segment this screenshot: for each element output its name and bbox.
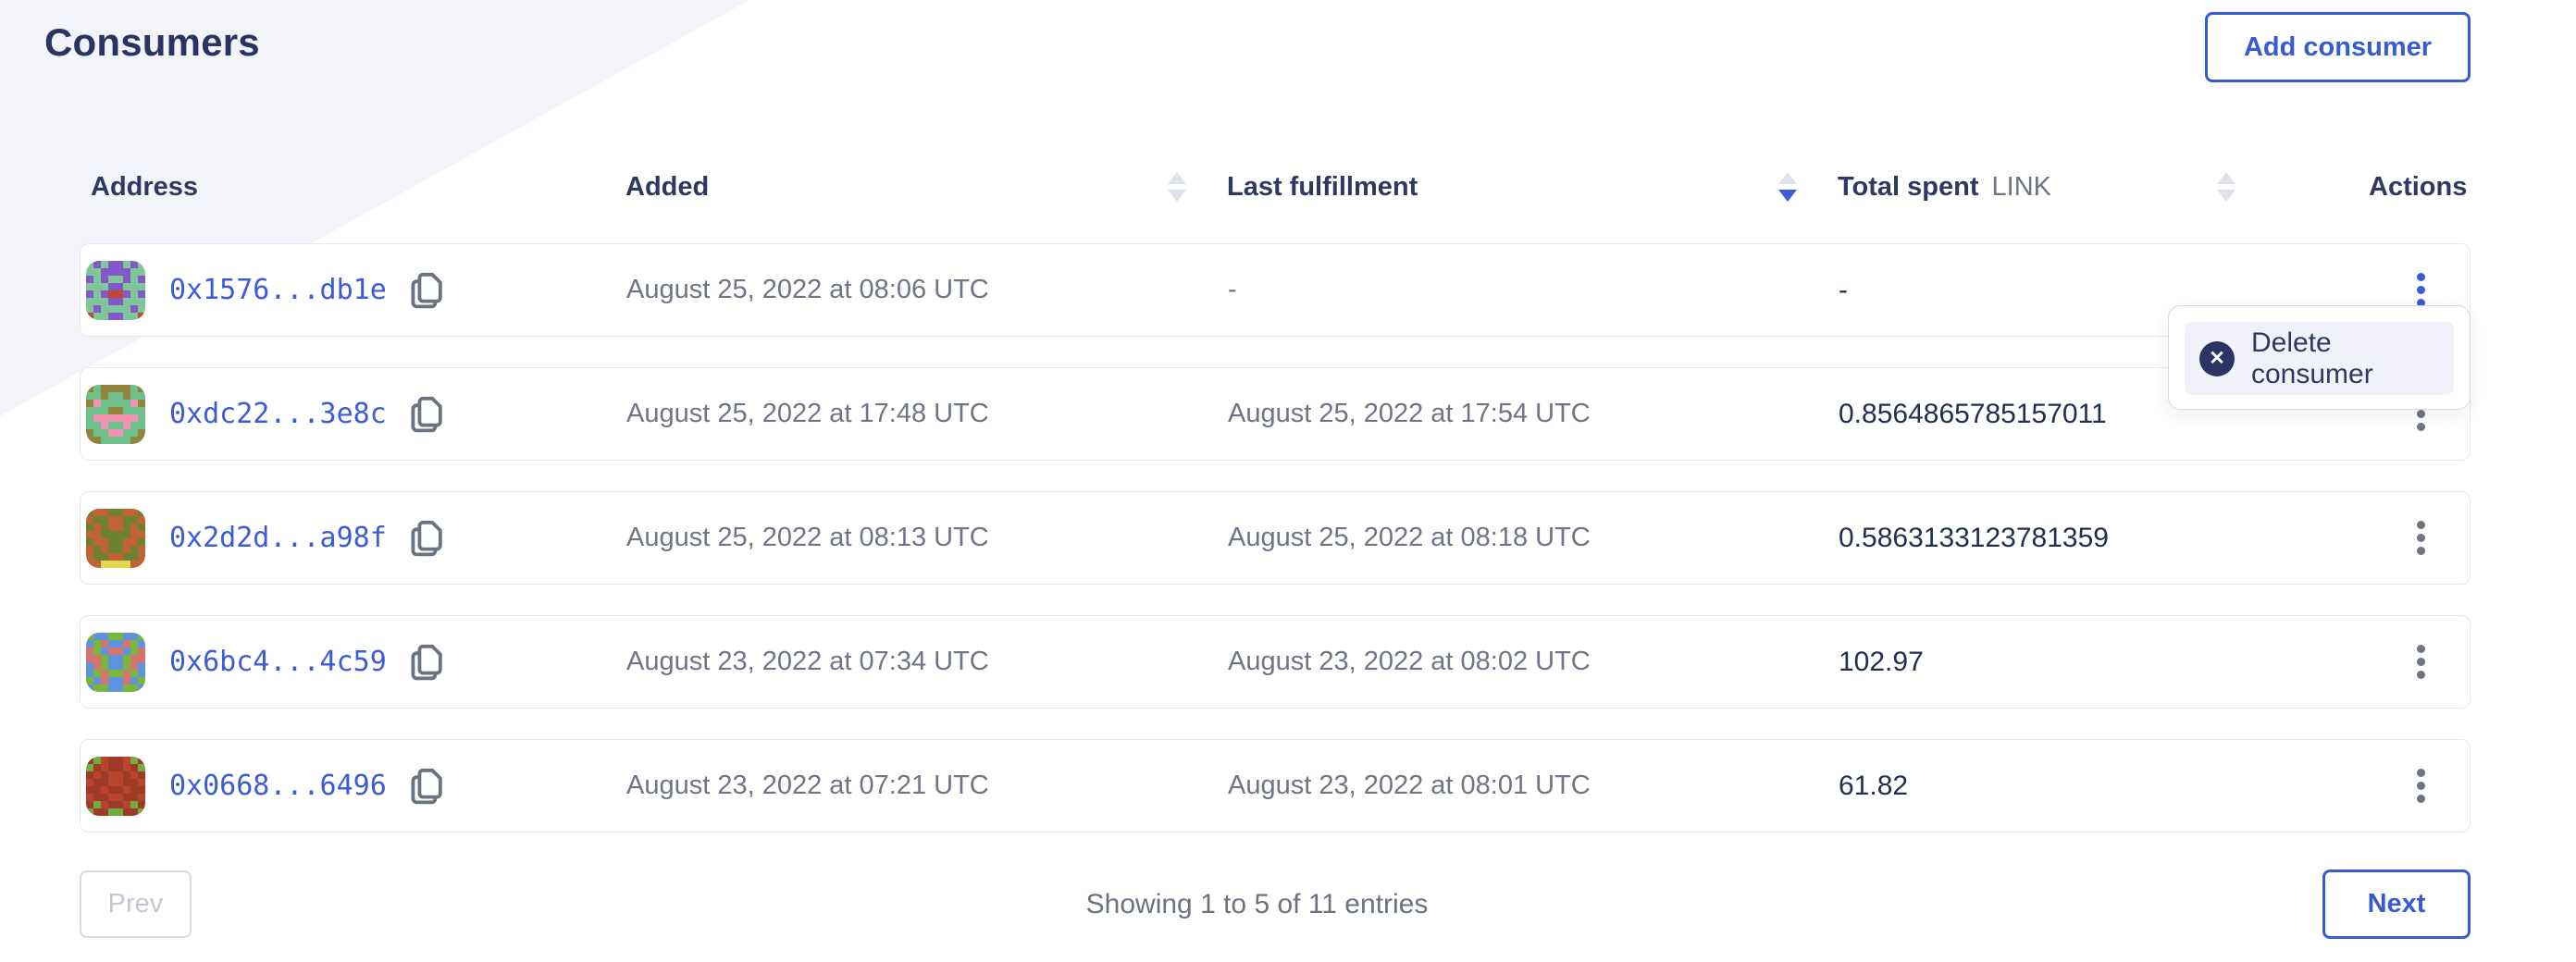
consumer-avatar [86, 508, 145, 568]
menu-item-delete-consumer[interactable]: ✕ Delete consumer [2185, 322, 2454, 395]
added-cell: August 25, 2022 at 08:13 UTC [626, 523, 989, 552]
consumer-avatar [86, 756, 145, 816]
row-actions-kebab-icon[interactable] [2400, 264, 2442, 316]
last-fulfillment-cell: August 23, 2022 at 08:02 UTC [1228, 647, 1591, 676]
copy-address-icon[interactable] [407, 393, 448, 436]
last-fulfillment-cell: August 25, 2022 at 17:54 UTC [1228, 399, 1591, 428]
table-row: 0x0668...6496 August 23, 2022 at 07:21 U… [80, 739, 2471, 832]
row-actions-context-menu: ✕ Delete consumer [2168, 305, 2471, 410]
row-actions-kebab-icon[interactable] [2400, 759, 2442, 812]
add-consumer-button[interactable]: Add consumer [2205, 12, 2471, 82]
column-header-total-spent[interactable]: Total spent LINK [1838, 172, 2369, 203]
table-row: 0x2d2d...a98f August 25, 2022 at 08:13 U… [80, 491, 2471, 585]
menu-item-label: Delete consumer [2251, 327, 2373, 389]
page-title: Consumers [44, 20, 260, 64]
table-row: 0x6bc4...4c59 August 23, 2022 at 07:34 U… [80, 615, 2471, 709]
total-spent-cell: 0.8564865785157011 [1839, 398, 2107, 429]
consumer-address-link[interactable]: 0x1576...db1e [169, 274, 387, 306]
total-spent-cell: 102.97 [1839, 646, 1924, 677]
copy-address-icon[interactable] [407, 269, 448, 312]
consumer-address-link[interactable]: 0x6bc4...4c59 [169, 646, 387, 678]
total-spent-cell: - [1839, 274, 1848, 305]
row-actions-kebab-icon[interactable] [2400, 512, 2442, 564]
sort-arrows-icon[interactable] [1168, 172, 1186, 202]
prev-page-button[interactable]: Prev [80, 870, 192, 938]
column-header-address: Address [91, 171, 199, 202]
copy-address-icon[interactable] [407, 517, 448, 560]
last-fulfillment-cell: - [1228, 275, 1237, 304]
column-header-actions: Actions [2369, 171, 2468, 202]
total-spent-cell: 61.82 [1839, 770, 1909, 801]
consumer-address-link[interactable]: 0x2d2d...a98f [169, 522, 387, 554]
column-header-added[interactable]: Added [625, 172, 1227, 203]
page-header: Consumers Add consumer [0, 0, 2576, 92]
table-row: 0xdc22...3e8c August 25, 2022 at 17:48 U… [80, 367, 2471, 461]
row-actions-kebab-icon[interactable] [2400, 635, 2442, 688]
added-cell: August 25, 2022 at 08:06 UTC [626, 275, 989, 304]
added-cell: August 23, 2022 at 07:34 UTC [626, 647, 989, 676]
consumer-address-link[interactable]: 0xdc22...3e8c [169, 398, 387, 430]
last-fulfillment-cell: August 23, 2022 at 08:01 UTC [1228, 771, 1591, 800]
consumer-avatar [86, 260, 145, 320]
last-fulfillment-cell: August 25, 2022 at 08:18 UTC [1228, 523, 1591, 552]
circle-x-icon: ✕ [2199, 340, 2235, 376]
total-spent-cell: 0.5863133123781359 [1839, 522, 2109, 553]
sort-arrows-icon[interactable] [2217, 172, 2235, 202]
table-row: 0x1576...db1e August 25, 2022 at 08:06 U… [80, 243, 2471, 337]
link-unit-label: LINK [1991, 171, 2052, 202]
added-cell: August 25, 2022 at 17:48 UTC [626, 399, 989, 428]
sort-arrows-icon[interactable] [1778, 172, 1797, 202]
consumer-avatar [86, 632, 145, 692]
table-header: Address Added Last fulfillment Total spe… [80, 150, 2471, 224]
copy-address-icon[interactable] [407, 641, 448, 684]
copy-address-icon[interactable] [407, 765, 448, 808]
pagination: Prev Showing 1 to 5 of 11 entries Next [80, 870, 2471, 939]
consumer-avatar [86, 384, 145, 444]
column-header-last-fulfillment[interactable]: Last fulfillment [1227, 172, 1838, 203]
page-summary: Showing 1 to 5 of 11 entries [1085, 888, 1429, 919]
consumer-address-link[interactable]: 0x0668...6496 [169, 770, 387, 802]
next-page-button[interactable]: Next [2322, 870, 2471, 939]
added-cell: August 23, 2022 at 07:21 UTC [626, 771, 989, 800]
